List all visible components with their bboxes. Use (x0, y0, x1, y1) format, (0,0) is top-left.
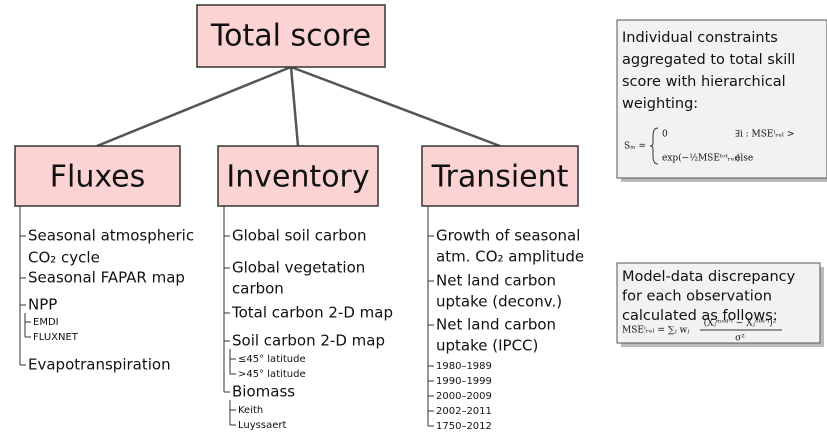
item-label: CO₂ cycle (28, 249, 100, 267)
item-label: NPP (28, 296, 57, 314)
sub-item-label: Luyssaert (238, 420, 286, 431)
root-label: Total score (210, 19, 371, 54)
item-label: Soil carbon 2-D map (232, 332, 385, 350)
item-label: Seasonal FAPAR map (28, 269, 185, 287)
branch-label: Transient (431, 160, 569, 195)
note-text: score with hierarchical (622, 74, 786, 90)
item-label: atm. CO₂ amplitude (436, 248, 584, 266)
item-label: Growth of seasonal (436, 227, 580, 245)
note-text: weighting: (622, 96, 698, 112)
item-label: uptake (deconv.) (436, 293, 562, 311)
sub-item-label: >45° latitude (238, 369, 306, 380)
formula: Sₘ = (624, 142, 646, 152)
sub-item-label: 1750–2012 (436, 421, 492, 432)
sub-item-label: EMDI (33, 317, 59, 328)
note-box (616, 19, 827, 179)
root-box (196, 4, 386, 68)
sub-item-label: 2002–2011 (436, 406, 492, 417)
note-text: aggregated to total skill (622, 52, 795, 68)
item-label: carbon (232, 280, 284, 298)
formula: else (735, 154, 753, 164)
formula: MSEⁱᵣₑₗ = ∑ⱼ wⱼ (622, 326, 690, 336)
item-label: Global soil carbon (232, 227, 367, 245)
branch-box (421, 145, 579, 207)
item-label: Net land carbon (436, 316, 556, 334)
brace (649, 127, 659, 165)
item-label: Global vegetation (232, 259, 365, 277)
connector (290, 65, 501, 148)
item-label: Net land carbon (436, 272, 556, 290)
item-label: Evapotranspiration (28, 356, 171, 374)
sub-item-label: Keith (238, 405, 263, 416)
item-label: Seasonal atmospheric (28, 227, 194, 245)
formula: exp(−½MSEᵗᵒᵗᵣₑₗ) (662, 153, 740, 164)
item-label: Biomass (232, 383, 295, 401)
branch-label: Fluxes (50, 160, 146, 195)
sub-item-label: ≤45° latitude (238, 354, 306, 365)
note-text: Individual constraints (622, 30, 778, 46)
branch-label: Inventory (226, 160, 369, 195)
sub-item-label: FLUXNET (33, 332, 79, 343)
branch-box (14, 145, 181, 207)
connector (96, 65, 292, 148)
branch-box (217, 145, 379, 207)
connector (289, 66, 300, 147)
item-label: Total carbon 2-D map (231, 304, 393, 322)
item-label: uptake (IPCC) (436, 337, 538, 355)
formula: ∃i : MSEⁱᵣₑₗ > (735, 130, 794, 140)
sub-item-label: 1990–1999 (436, 376, 492, 387)
note-text: calculated as follows: (622, 308, 778, 324)
note-text: for each observation (622, 289, 772, 305)
formula: 0 (662, 130, 668, 140)
sub-item-label: 2000–2009 (436, 391, 492, 402)
note-text: Model-data discrepancy (622, 269, 796, 285)
sub-item-label: 1980–1989 (436, 361, 492, 372)
formula: (Xⱼᵐᵒᵈ'ⁱ − Xⱼᵒᵇˢ'ⁱ)² (704, 318, 777, 329)
formula: σ² (735, 334, 745, 344)
